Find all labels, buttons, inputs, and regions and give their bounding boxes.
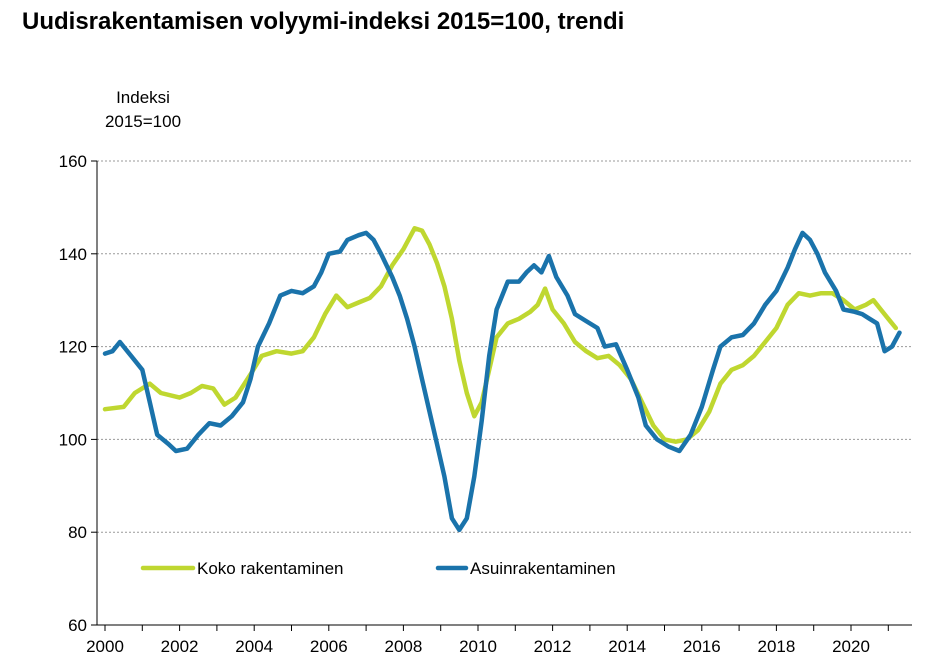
y-axis-title: 2015=100 [105, 112, 181, 131]
series-line-koko-rakentaminen [102, 226, 899, 444]
y-tick-label: 120 [59, 338, 87, 357]
x-tick-label: 2012 [534, 637, 572, 656]
chart-title: Uudisrakentamisen volyymi-indeksi 2015=1… [22, 8, 625, 35]
x-tick-label: 2014 [608, 637, 646, 656]
series-line-asuinrakentaminen [102, 230, 902, 533]
x-tick-label: 2000 [86, 637, 124, 656]
x-tick-label: 2018 [757, 637, 795, 656]
x-tick-label: 2010 [459, 637, 497, 656]
x-tick-label: 2004 [235, 637, 273, 656]
y-tick-label: 140 [59, 245, 87, 264]
x-tick-label: 2008 [384, 637, 422, 656]
y-tick-label: 60 [68, 616, 87, 635]
y-tick-label: 160 [59, 152, 87, 171]
legend-label: Koko rakentaminen [197, 559, 343, 578]
y-tick-label: 100 [59, 430, 87, 449]
legend-label: Asuinrakentaminen [470, 559, 616, 578]
y-tick-label: 80 [68, 523, 87, 542]
x-tick-label: 2002 [161, 637, 199, 656]
y-axis-title: Indeksi [116, 88, 170, 107]
x-tick-label: 2020 [832, 637, 870, 656]
x-tick-label: 2016 [683, 637, 721, 656]
x-tick-label: 2006 [310, 637, 348, 656]
